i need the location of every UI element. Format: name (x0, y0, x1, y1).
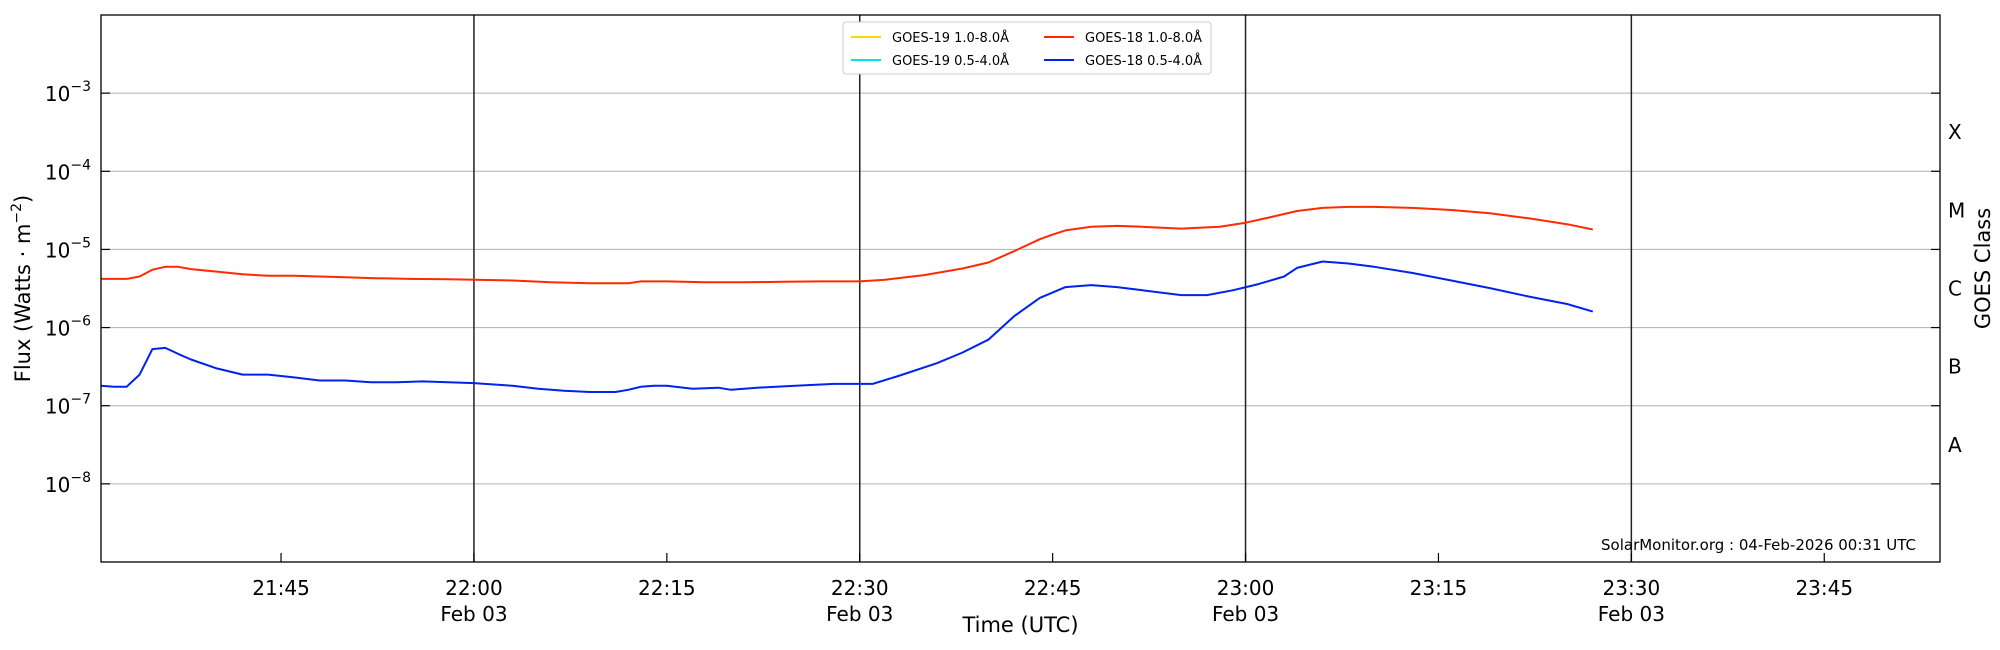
x-tick-label: 21:45 (252, 576, 310, 600)
goes-class-label: X (1948, 120, 1962, 144)
y-tick-label: 10−6 (45, 314, 91, 341)
x-tick-date-label: Feb 03 (1598, 602, 1665, 626)
x-tick-date-label: Feb 03 (1212, 602, 1279, 626)
gridlines (101, 92, 1940, 485)
day-vertical-lines (473, 15, 1633, 562)
goes-class-label: A (1948, 433, 1962, 457)
x-tick-label: 23:15 (1410, 576, 1468, 600)
x-tick-label: 22:15 (638, 576, 696, 600)
y-tick-label: 10−5 (45, 235, 91, 262)
credit-text: SolarMonitor.org : 04-Feb-2026 00:31 UTC (1601, 536, 1916, 554)
goes-class-label: B (1948, 355, 1962, 379)
legend: GOES-19 1.0-8.0Å GOES-19 0.5-4.0Å GOES-18 … (842, 21, 1212, 75)
series-line (100, 260, 1594, 393)
y-tick-label: 10−3 (45, 79, 91, 106)
y-tick-label: 10−4 (45, 157, 91, 184)
legend-label: GOES-18 0.5-4.0Å (1085, 53, 1202, 69)
goes-class-labels: A B C M X (1948, 120, 1965, 457)
y-tick-label: 10−8 (45, 470, 91, 497)
y-tick-label: 10−7 (45, 392, 91, 419)
x-tick-label: 23:30 (1603, 576, 1661, 600)
goes-class-axis-label: GOES Class (1971, 208, 1995, 329)
plot-frame (100, 14, 1941, 563)
legend-label: GOES-19 0.5-4.0Å (892, 53, 1009, 69)
goes-class-label: C (1948, 277, 1962, 301)
legend-label: GOES-19 1.0-8.0Å (892, 30, 1009, 46)
x-tick-label: 22:45 (1024, 576, 1082, 600)
legend-box (842, 21, 1212, 75)
x-tick-label: 22:30 (831, 576, 889, 600)
legend-label: GOES-18 1.0-8.0Å (1085, 30, 1202, 46)
y-axis-label: Flux (Watts · m−2) (9, 195, 35, 383)
x-tick-date-label: Feb 03 (440, 602, 507, 626)
x-tick-label: 23:45 (1795, 576, 1853, 600)
goes-class-label: M (1948, 198, 1965, 222)
series-layer (100, 205, 1594, 393)
series-line (101, 205, 1594, 285)
axis-ticks (101, 92, 1940, 562)
y-tick-labels: 10−8 10−7 10−6 10−5 10−4 10−3 (45, 79, 91, 497)
x-axis-label: Time (UTC) (961, 613, 1078, 637)
x-tick-date-label: Feb 03 (826, 602, 893, 626)
x-tick-label: 22:00 (445, 576, 503, 600)
x-tick-label: 23:00 (1217, 576, 1275, 600)
